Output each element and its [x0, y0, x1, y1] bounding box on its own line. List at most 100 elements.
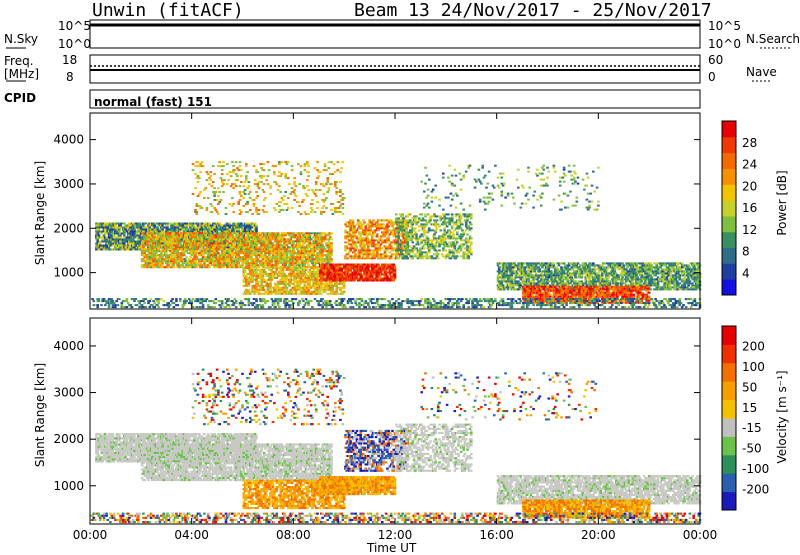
heatmap-cell [371, 225, 374, 227]
heatmap-cell [371, 276, 374, 278]
heatmap-cell [127, 227, 130, 229]
heatmap-cell [210, 232, 213, 234]
heatmap-cell [377, 278, 380, 280]
heatmap-cell [298, 289, 301, 291]
heatmap-cell [385, 245, 388, 247]
heatmap-cell [212, 236, 215, 238]
heatmap-cell [343, 287, 346, 289]
heatmap-cell [192, 266, 195, 268]
heatmap-cell [376, 235, 379, 237]
heatmap-cell [99, 241, 102, 243]
heatmap-cell [199, 264, 202, 266]
heatmap-cell [154, 234, 157, 236]
heatmap-cell [315, 246, 318, 248]
heatmap-cell [155, 231, 158, 233]
heatmap-cell [320, 293, 323, 295]
heatmap-cell [173, 236, 176, 238]
heatmap-cell [324, 236, 327, 238]
heatmap-cell [295, 291, 298, 293]
heatmap-cell [178, 254, 181, 256]
heatmap-cell [295, 279, 298, 281]
heatmap-cell [367, 247, 370, 249]
heatmap-cell [278, 291, 281, 293]
heatmap-cell [375, 245, 378, 247]
heatmap-cell [180, 234, 183, 236]
heatmap-cell [141, 266, 144, 268]
heatmap-cell [306, 266, 309, 268]
heatmap-cell [304, 242, 307, 244]
heatmap-cell [316, 232, 319, 234]
heatmap-cell [210, 238, 213, 240]
heatmap-cell [161, 244, 164, 246]
heatmap-cell [344, 266, 347, 268]
heatmap-cell [149, 234, 152, 236]
heatmap-cell [391, 225, 394, 227]
heatmap-cell [368, 257, 371, 259]
heatmap-cell [169, 250, 172, 252]
heatmap-cell [243, 279, 246, 281]
heatmap-cell [394, 247, 397, 249]
heatmap-cell [283, 283, 286, 285]
heatmap-cell [155, 244, 158, 246]
heatmap-cell [254, 293, 257, 295]
heatmap-cell [249, 223, 252, 225]
heatmap-cell [393, 235, 396, 237]
heatmap-cell [236, 232, 239, 234]
heatmap-cell [339, 264, 342, 266]
heatmap-cell [386, 264, 389, 266]
heatmap-cell [359, 221, 362, 223]
heatmap-cell [349, 223, 352, 225]
heatmap-cell [284, 250, 287, 252]
heatmap-cell [151, 256, 154, 258]
heatmap-cell [196, 266, 199, 268]
heatmap-cell [269, 238, 272, 240]
heatmap-cell [98, 229, 101, 231]
heatmap-cell [210, 262, 213, 264]
heatmap-cell [292, 232, 295, 234]
heatmap-cell [147, 250, 150, 252]
heatmap-cell [282, 236, 285, 238]
heatmap-cell [300, 277, 303, 279]
heatmap-cell [347, 235, 350, 237]
heatmap-cell [100, 233, 103, 235]
heatmap-cell [321, 276, 324, 278]
heatmap-cell [155, 238, 158, 240]
heatmap-cell [302, 281, 305, 283]
heatmap-cell [215, 262, 218, 264]
heatmap-cell [395, 231, 398, 233]
heatmap-cell [255, 256, 258, 258]
heatmap-cell [236, 256, 239, 258]
heatmap-cell [390, 245, 393, 247]
heatmap-cell [193, 229, 196, 231]
heatmap-cell [173, 264, 176, 266]
heatmap-cell [159, 256, 162, 258]
heatmap-cell [310, 244, 313, 246]
heatmap-cell [351, 233, 354, 235]
heatmap-cell [221, 262, 224, 264]
heatmap-cell [298, 285, 301, 287]
heatmap-cell [166, 240, 169, 242]
heatmap-cell [354, 243, 357, 245]
heatmap-cell [179, 225, 182, 227]
heatmap-cell [248, 281, 251, 283]
heatmap-cell [393, 221, 396, 223]
heatmap-cell [244, 271, 247, 273]
heatmap-cell [128, 237, 131, 239]
heatmap-cell [151, 246, 154, 248]
heatmap-cell [257, 269, 260, 271]
heatmap-cell [234, 236, 237, 238]
heatmap-cell [240, 258, 243, 260]
heatmap-cell [117, 223, 120, 225]
heatmap-cell [358, 223, 361, 225]
heatmap-cell [240, 236, 243, 238]
heatmap-cell [395, 237, 398, 239]
heatmap-cell [309, 242, 312, 244]
heatmap-cell [358, 255, 361, 257]
heatmap-cell [311, 271, 314, 273]
heatmap-cell [324, 289, 327, 291]
heatmap-cell [380, 243, 383, 245]
heatmap-cell [278, 293, 281, 295]
heatmap-cell [390, 257, 393, 259]
heatmap-cell [212, 223, 215, 225]
heatmap-cell [330, 248, 333, 250]
